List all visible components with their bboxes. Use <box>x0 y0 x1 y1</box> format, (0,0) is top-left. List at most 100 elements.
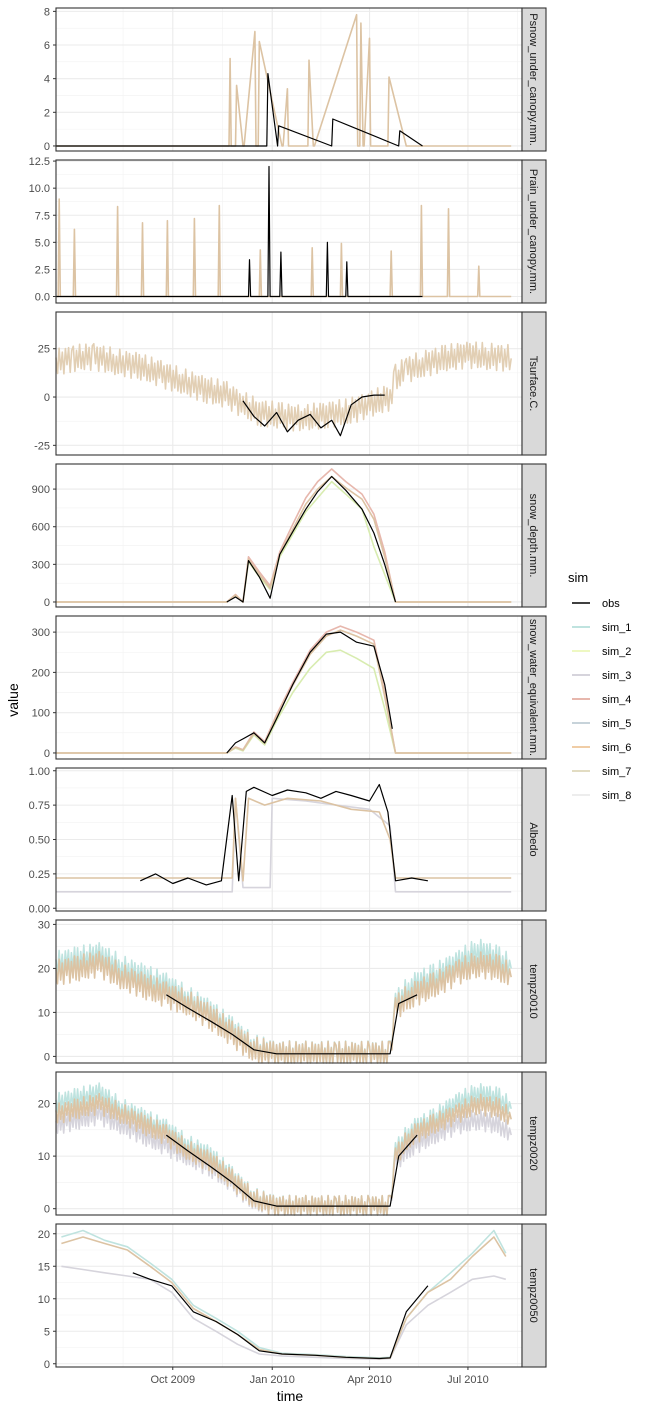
facet-strip <box>521 1223 547 1368</box>
series-line-sim <box>55 341 512 432</box>
x-tick-label: Oct 2009 <box>150 1374 195 1386</box>
y-tick-label: 0 <box>44 1051 50 1063</box>
legend-label-sim_8: sim_8 <box>602 790 631 802</box>
y-tick-label: 1.00 <box>29 766 50 778</box>
series-line-sim <box>56 13 512 147</box>
y-tick-label: 30 <box>38 919 50 931</box>
legend-label-sim_5: sim_5 <box>602 718 631 730</box>
series-line-obs <box>165 994 418 1055</box>
y-tick-label: 20 <box>38 963 50 975</box>
series-line-sim_3 <box>61 1265 507 1360</box>
y-tick-label: 10 <box>38 1007 50 1019</box>
y-tick-label: 100 <box>32 708 50 720</box>
y-tick-label: 2 <box>44 107 50 119</box>
series-line-obs <box>132 1272 429 1360</box>
y-tick-label: 0 <box>44 392 50 404</box>
legend-label-sim_2: sim_2 <box>602 646 631 658</box>
facet-strip <box>521 615 547 760</box>
y-tick-label: 10 <box>38 1151 50 1163</box>
y-tick-label: 0 <box>44 1204 50 1216</box>
y-tick-label: 7.5 <box>35 210 50 222</box>
panel-background <box>56 312 522 455</box>
series-line-sim <box>56 797 512 882</box>
facet-strip <box>521 463 547 608</box>
series-line-obs <box>56 165 423 298</box>
y-tick-label: 2.5 <box>35 264 50 276</box>
legend-label-obs: obs <box>602 598 620 610</box>
legend-label-sim_7: sim_7 <box>602 766 631 778</box>
series-line-obs <box>242 394 385 437</box>
facet-panel: -25 0 25 Tsurface.C. <box>34 311 547 456</box>
legend-title: sim <box>568 570 588 585</box>
facet-panel: 0 100 200 300 snow_water_equivalent.mm. <box>32 615 547 760</box>
facet-panel: 0 10 20 tempz0020 <box>38 1071 547 1216</box>
x-tick-label: Jan 2010 <box>250 1374 295 1386</box>
facet-strip <box>521 1071 547 1216</box>
facet-strip-label: snow_depth.mm. <box>527 494 539 578</box>
y-tick-label: 0.25 <box>29 869 50 881</box>
x-axis-title: time <box>277 1388 304 1404</box>
legend-items: obs sim_1 sim_2 sim_3 sim_4 sim_5 sim_6 sim_7si… <box>572 598 631 802</box>
y-tick-label: 0.00 <box>29 903 50 915</box>
legend: sim obs sim_1 sim_2 sim_3 sim_4 sim_5 sim_6sim… <box>568 570 631 802</box>
y-tick-label: 300 <box>32 627 50 639</box>
facet-panel: 0 300 600 900 snow_depth.mm. <box>32 463 547 609</box>
series-line-sim <box>55 1092 512 1216</box>
facet-strip-label: tempz0050 <box>527 1268 539 1322</box>
legend-label-sim_3: sim_3 <box>602 670 631 682</box>
facet-strip <box>521 919 547 1064</box>
facet-strip-label: tempz0020 <box>527 1116 539 1170</box>
y-tick-label: 5 <box>44 1326 50 1338</box>
y-tick-label: 0 <box>44 1359 50 1371</box>
y-tick-label: 0 <box>44 597 50 609</box>
facet-strip-label: Psnow_under_canopy.mm. <box>527 13 539 145</box>
legend-label-sim_1: sim_1 <box>602 622 631 634</box>
y-tick-label: 0.75 <box>29 800 50 812</box>
panel-background <box>56 1224 522 1367</box>
legend-label-sim_4: sim_4 <box>602 694 631 706</box>
facet-strip-label: tempz0010 <box>527 964 539 1018</box>
y-tick-label: 0 <box>44 141 50 153</box>
y-tick-label: 300 <box>32 559 50 571</box>
series-line-obs <box>226 631 393 754</box>
series-line-obs <box>165 1134 418 1207</box>
facet-panel: 0 5 10 15 20 tempz0050 <box>38 1223 547 1371</box>
facet-panel: 0 10 20 30 tempz0010 <box>38 919 547 1064</box>
y-tick-label: 12.5 <box>29 156 50 168</box>
panel-background <box>56 160 522 303</box>
facet-strip <box>521 311 547 456</box>
y-tick-label: 200 <box>32 667 50 679</box>
series-line-obs <box>226 475 397 603</box>
y-tick-label: 0 <box>44 748 50 760</box>
facet-strip <box>521 159 547 304</box>
y-axis-title: value <box>5 683 21 717</box>
series-line-obs <box>140 783 429 886</box>
y-tick-label: 5.0 <box>35 237 50 249</box>
legend-label-sim_6: sim_6 <box>602 742 631 754</box>
y-tick-label: -25 <box>34 440 50 452</box>
series-line-sim <box>56 629 512 754</box>
facet-strip-label: Tsurface.C. <box>527 356 539 412</box>
panel-background <box>56 1072 522 1215</box>
panel-background <box>56 8 522 151</box>
x-axis: Oct 2009 Jan 2010 Apr 2010 Jul 2010 <box>150 1367 489 1386</box>
y-tick-label: 8 <box>44 6 50 18</box>
facet-strip <box>521 7 547 152</box>
series-line-obs <box>56 73 423 147</box>
y-tick-label: 10.0 <box>29 183 50 195</box>
y-tick-label: 4 <box>44 74 50 86</box>
y-tick-label: 20 <box>38 1099 50 1111</box>
series-line-sim <box>55 950 512 1064</box>
panels: 0 2 4 6 8 Psnow_under_canopy.mm. 0.0 2.5 5.0 7.5 1… <box>29 6 547 1371</box>
facet-strip-label: Prain_under_canopy.mm. <box>527 169 539 294</box>
y-tick-label: 0.50 <box>29 835 50 847</box>
y-tick-label: 600 <box>32 522 50 534</box>
y-tick-label: 900 <box>32 484 50 496</box>
facet-panel: 0 2 4 6 8 Psnow_under_canopy.mm. <box>44 6 547 153</box>
facet-panel: 0.00 0.25 0.50 0.75 1.00 Albedo <box>29 766 547 915</box>
y-tick-label: 15 <box>38 1261 50 1273</box>
y-tick-label: 0.0 <box>35 292 50 304</box>
facet-strip-label: snow_water_equivalent.mm. <box>527 619 539 756</box>
